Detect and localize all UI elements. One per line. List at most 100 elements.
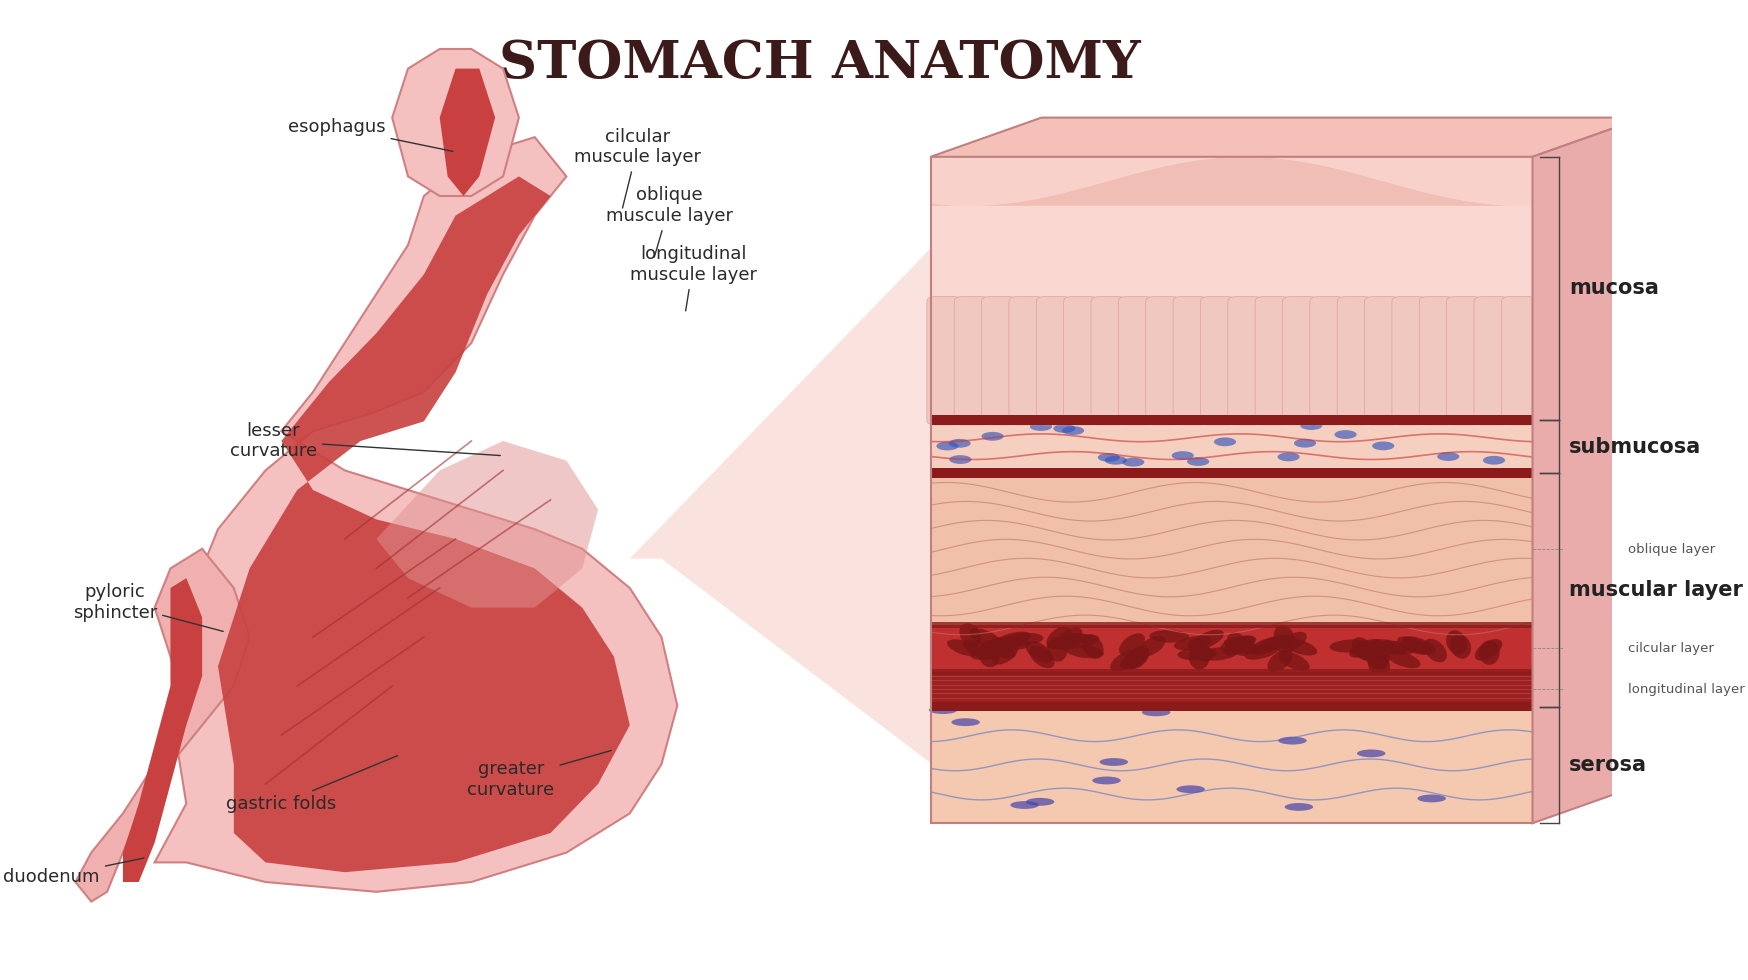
FancyBboxPatch shape	[954, 297, 989, 425]
Ellipse shape	[1192, 630, 1224, 649]
FancyBboxPatch shape	[981, 297, 1016, 425]
Ellipse shape	[1227, 632, 1250, 656]
Polygon shape	[930, 473, 1531, 625]
FancyBboxPatch shape	[1199, 297, 1234, 425]
Ellipse shape	[1176, 785, 1204, 793]
Ellipse shape	[1099, 759, 1127, 766]
Ellipse shape	[1281, 639, 1316, 656]
Text: mucosa: mucosa	[1568, 278, 1657, 299]
Ellipse shape	[1224, 638, 1260, 654]
Ellipse shape	[1003, 633, 1044, 646]
Ellipse shape	[1220, 635, 1255, 652]
Polygon shape	[1531, 118, 1643, 823]
Ellipse shape	[1110, 651, 1138, 671]
Ellipse shape	[981, 432, 1003, 441]
FancyBboxPatch shape	[1145, 297, 1180, 425]
FancyBboxPatch shape	[1227, 297, 1262, 425]
Ellipse shape	[1082, 635, 1103, 659]
Polygon shape	[930, 702, 1531, 711]
Ellipse shape	[949, 455, 970, 464]
Ellipse shape	[1010, 801, 1038, 808]
Ellipse shape	[1213, 437, 1236, 446]
Text: gastric folds: gastric folds	[225, 756, 397, 812]
Ellipse shape	[1369, 639, 1407, 654]
Ellipse shape	[1098, 453, 1119, 462]
Polygon shape	[930, 622, 1531, 628]
FancyBboxPatch shape	[1117, 297, 1152, 425]
Ellipse shape	[1348, 639, 1381, 658]
Ellipse shape	[1376, 641, 1414, 655]
Ellipse shape	[1273, 625, 1294, 650]
Polygon shape	[930, 468, 1531, 478]
FancyBboxPatch shape	[1500, 297, 1535, 425]
Polygon shape	[154, 137, 676, 892]
Ellipse shape	[1328, 640, 1369, 653]
Ellipse shape	[1356, 750, 1384, 758]
FancyBboxPatch shape	[1091, 297, 1126, 425]
Ellipse shape	[1351, 637, 1374, 661]
Ellipse shape	[1474, 639, 1502, 661]
Text: duodenum: duodenum	[3, 858, 143, 886]
Ellipse shape	[1187, 457, 1208, 465]
Ellipse shape	[1334, 430, 1356, 439]
Polygon shape	[930, 118, 1643, 157]
Ellipse shape	[1045, 626, 1070, 650]
Ellipse shape	[1119, 649, 1148, 670]
Ellipse shape	[1061, 634, 1098, 649]
Ellipse shape	[1141, 709, 1169, 716]
Polygon shape	[930, 420, 1531, 473]
Ellipse shape	[970, 646, 1009, 660]
Ellipse shape	[1051, 633, 1086, 650]
Ellipse shape	[1176, 648, 1217, 661]
Ellipse shape	[1446, 630, 1467, 655]
Ellipse shape	[1122, 458, 1143, 466]
Ellipse shape	[960, 623, 981, 648]
Ellipse shape	[1365, 650, 1390, 672]
Ellipse shape	[935, 442, 958, 451]
FancyBboxPatch shape	[926, 297, 961, 425]
Ellipse shape	[1028, 646, 1054, 668]
Text: cilcular layer: cilcular layer	[1627, 642, 1713, 655]
Ellipse shape	[1482, 456, 1505, 465]
FancyBboxPatch shape	[1363, 297, 1398, 425]
Ellipse shape	[1423, 639, 1446, 662]
Ellipse shape	[1136, 636, 1164, 658]
Ellipse shape	[1276, 453, 1299, 462]
Polygon shape	[218, 176, 629, 872]
Text: cilcular
muscule layer: cilcular muscule layer	[573, 127, 701, 208]
Ellipse shape	[982, 640, 1016, 659]
Text: muscular layer: muscular layer	[1568, 580, 1741, 600]
Text: pyloric
sphincter: pyloric sphincter	[73, 583, 224, 631]
Ellipse shape	[1030, 422, 1052, 431]
Ellipse shape	[1294, 439, 1316, 448]
Text: submucosa: submucosa	[1568, 437, 1701, 457]
Ellipse shape	[1372, 441, 1393, 450]
FancyBboxPatch shape	[1281, 297, 1316, 425]
Ellipse shape	[1349, 647, 1386, 662]
Ellipse shape	[1416, 795, 1446, 803]
Ellipse shape	[947, 439, 970, 448]
Ellipse shape	[1173, 636, 1211, 651]
Polygon shape	[930, 671, 1531, 707]
FancyBboxPatch shape	[1173, 297, 1208, 425]
Text: longitudinal layer: longitudinal layer	[1627, 683, 1743, 696]
FancyBboxPatch shape	[1337, 297, 1372, 425]
Polygon shape	[392, 49, 519, 196]
Ellipse shape	[1187, 638, 1211, 662]
Ellipse shape	[989, 637, 1030, 650]
Polygon shape	[122, 578, 203, 882]
Ellipse shape	[1245, 643, 1280, 660]
Polygon shape	[930, 707, 1531, 823]
Text: STOMACH ANATOMY: STOMACH ANATOMY	[498, 38, 1140, 89]
Text: greater
curvature: greater curvature	[467, 751, 610, 799]
Ellipse shape	[1397, 636, 1430, 655]
Ellipse shape	[946, 639, 981, 657]
Ellipse shape	[928, 707, 956, 714]
Ellipse shape	[1278, 737, 1306, 745]
Ellipse shape	[1189, 645, 1208, 669]
Ellipse shape	[1171, 451, 1194, 460]
Ellipse shape	[1026, 798, 1054, 806]
Ellipse shape	[991, 643, 1017, 664]
Ellipse shape	[1285, 803, 1313, 810]
FancyBboxPatch shape	[1391, 297, 1426, 425]
